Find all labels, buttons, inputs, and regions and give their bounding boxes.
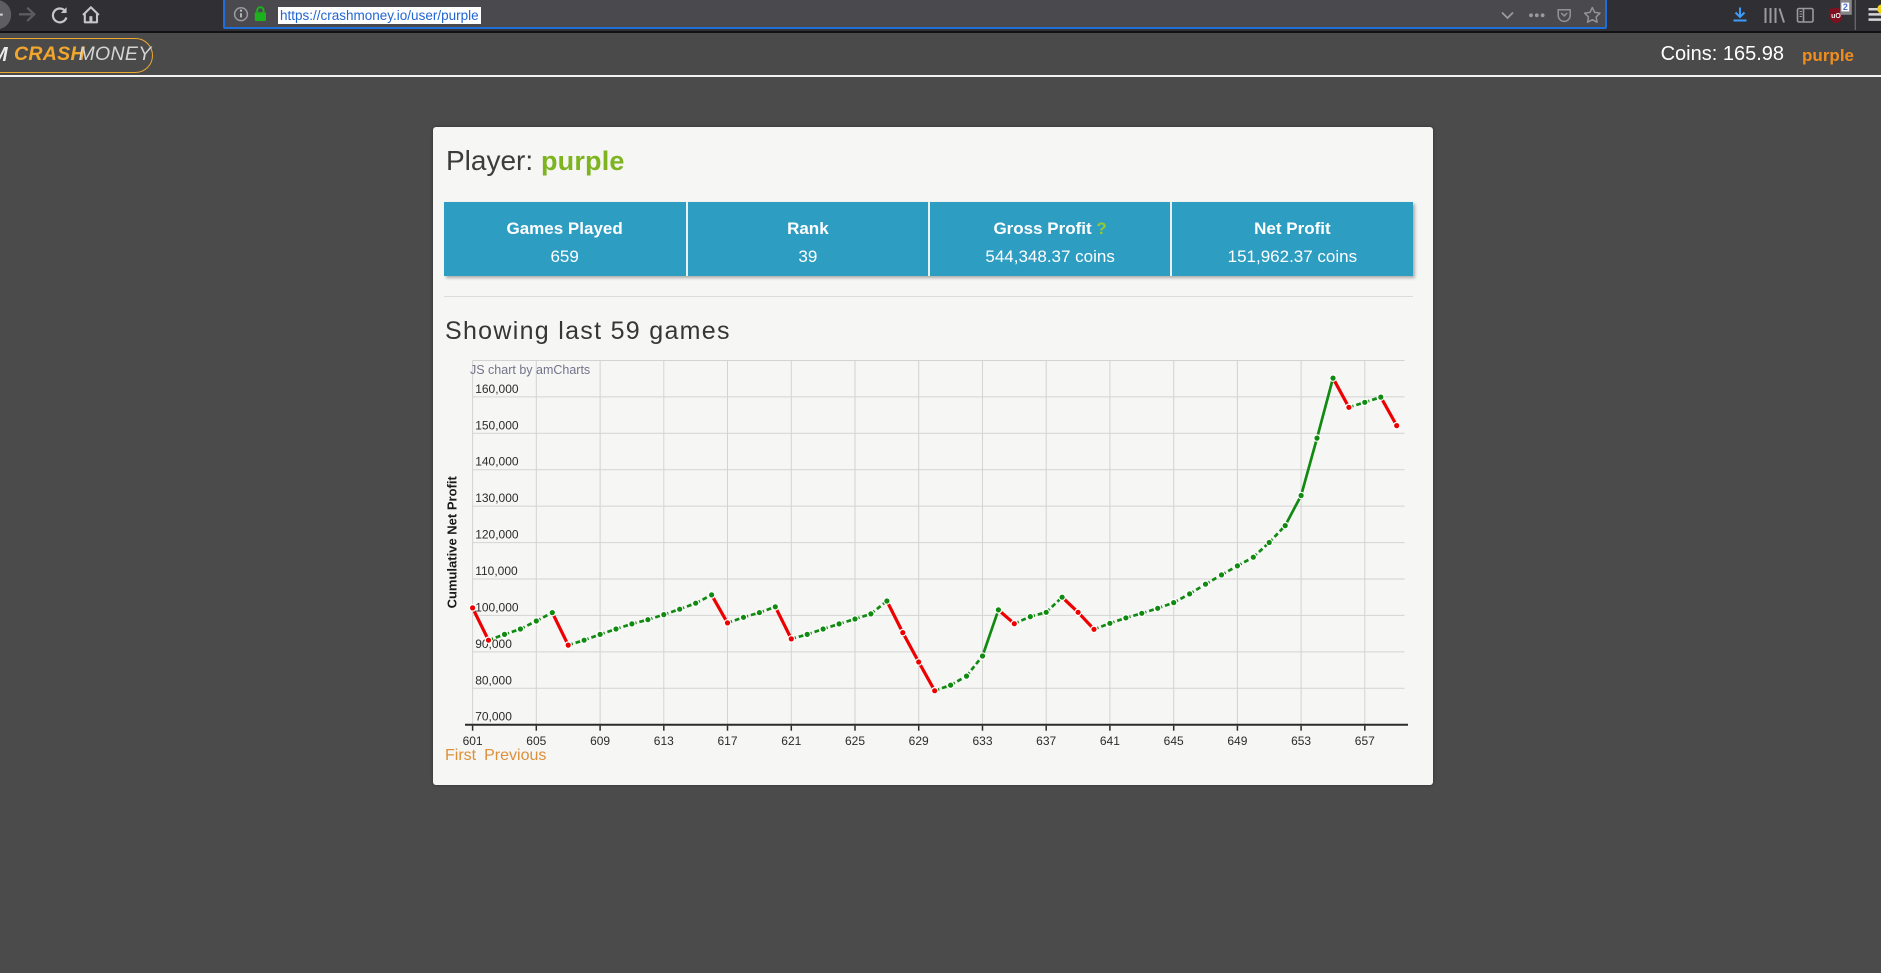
svg-text:617: 617: [717, 734, 737, 748]
svg-text:uO: uO: [1831, 13, 1841, 20]
svg-text:605: 605: [526, 734, 546, 748]
svg-text:160,000: 160,000: [475, 381, 519, 395]
svg-text:150,000: 150,000: [475, 418, 519, 432]
svg-text:110,000: 110,000: [475, 564, 518, 578]
svg-text:633: 633: [972, 734, 992, 748]
svg-text:JS chart by amCharts: JS chart by amCharts: [470, 363, 590, 377]
svg-text:613: 613: [654, 734, 674, 748]
svg-text:653: 653: [1291, 734, 1311, 748]
svg-text:Cumulative Net Profit: Cumulative Net Profit: [445, 475, 460, 608]
svg-text:90,000: 90,000: [475, 636, 512, 650]
svg-text:100,000: 100,000: [475, 600, 519, 614]
svg-text:2: 2: [1843, 2, 1848, 12]
svg-text:70,000: 70,000: [475, 709, 512, 723]
svg-text:609: 609: [590, 734, 610, 748]
svg-text:120,000: 120,000: [475, 527, 519, 541]
svg-text:625: 625: [845, 734, 865, 748]
svg-text:80,000: 80,000: [475, 673, 512, 687]
svg-text:657: 657: [1355, 734, 1375, 748]
svg-text:637: 637: [1036, 734, 1056, 748]
svg-text:649: 649: [1227, 734, 1247, 748]
svg-text:641: 641: [1100, 734, 1120, 748]
svg-text:629: 629: [909, 734, 929, 748]
svg-text:601: 601: [463, 734, 483, 748]
svg-text:130,000: 130,000: [475, 491, 519, 505]
svg-text:621: 621: [781, 734, 801, 748]
svg-text:645: 645: [1164, 734, 1184, 748]
svg-text:140,000: 140,000: [475, 454, 519, 468]
